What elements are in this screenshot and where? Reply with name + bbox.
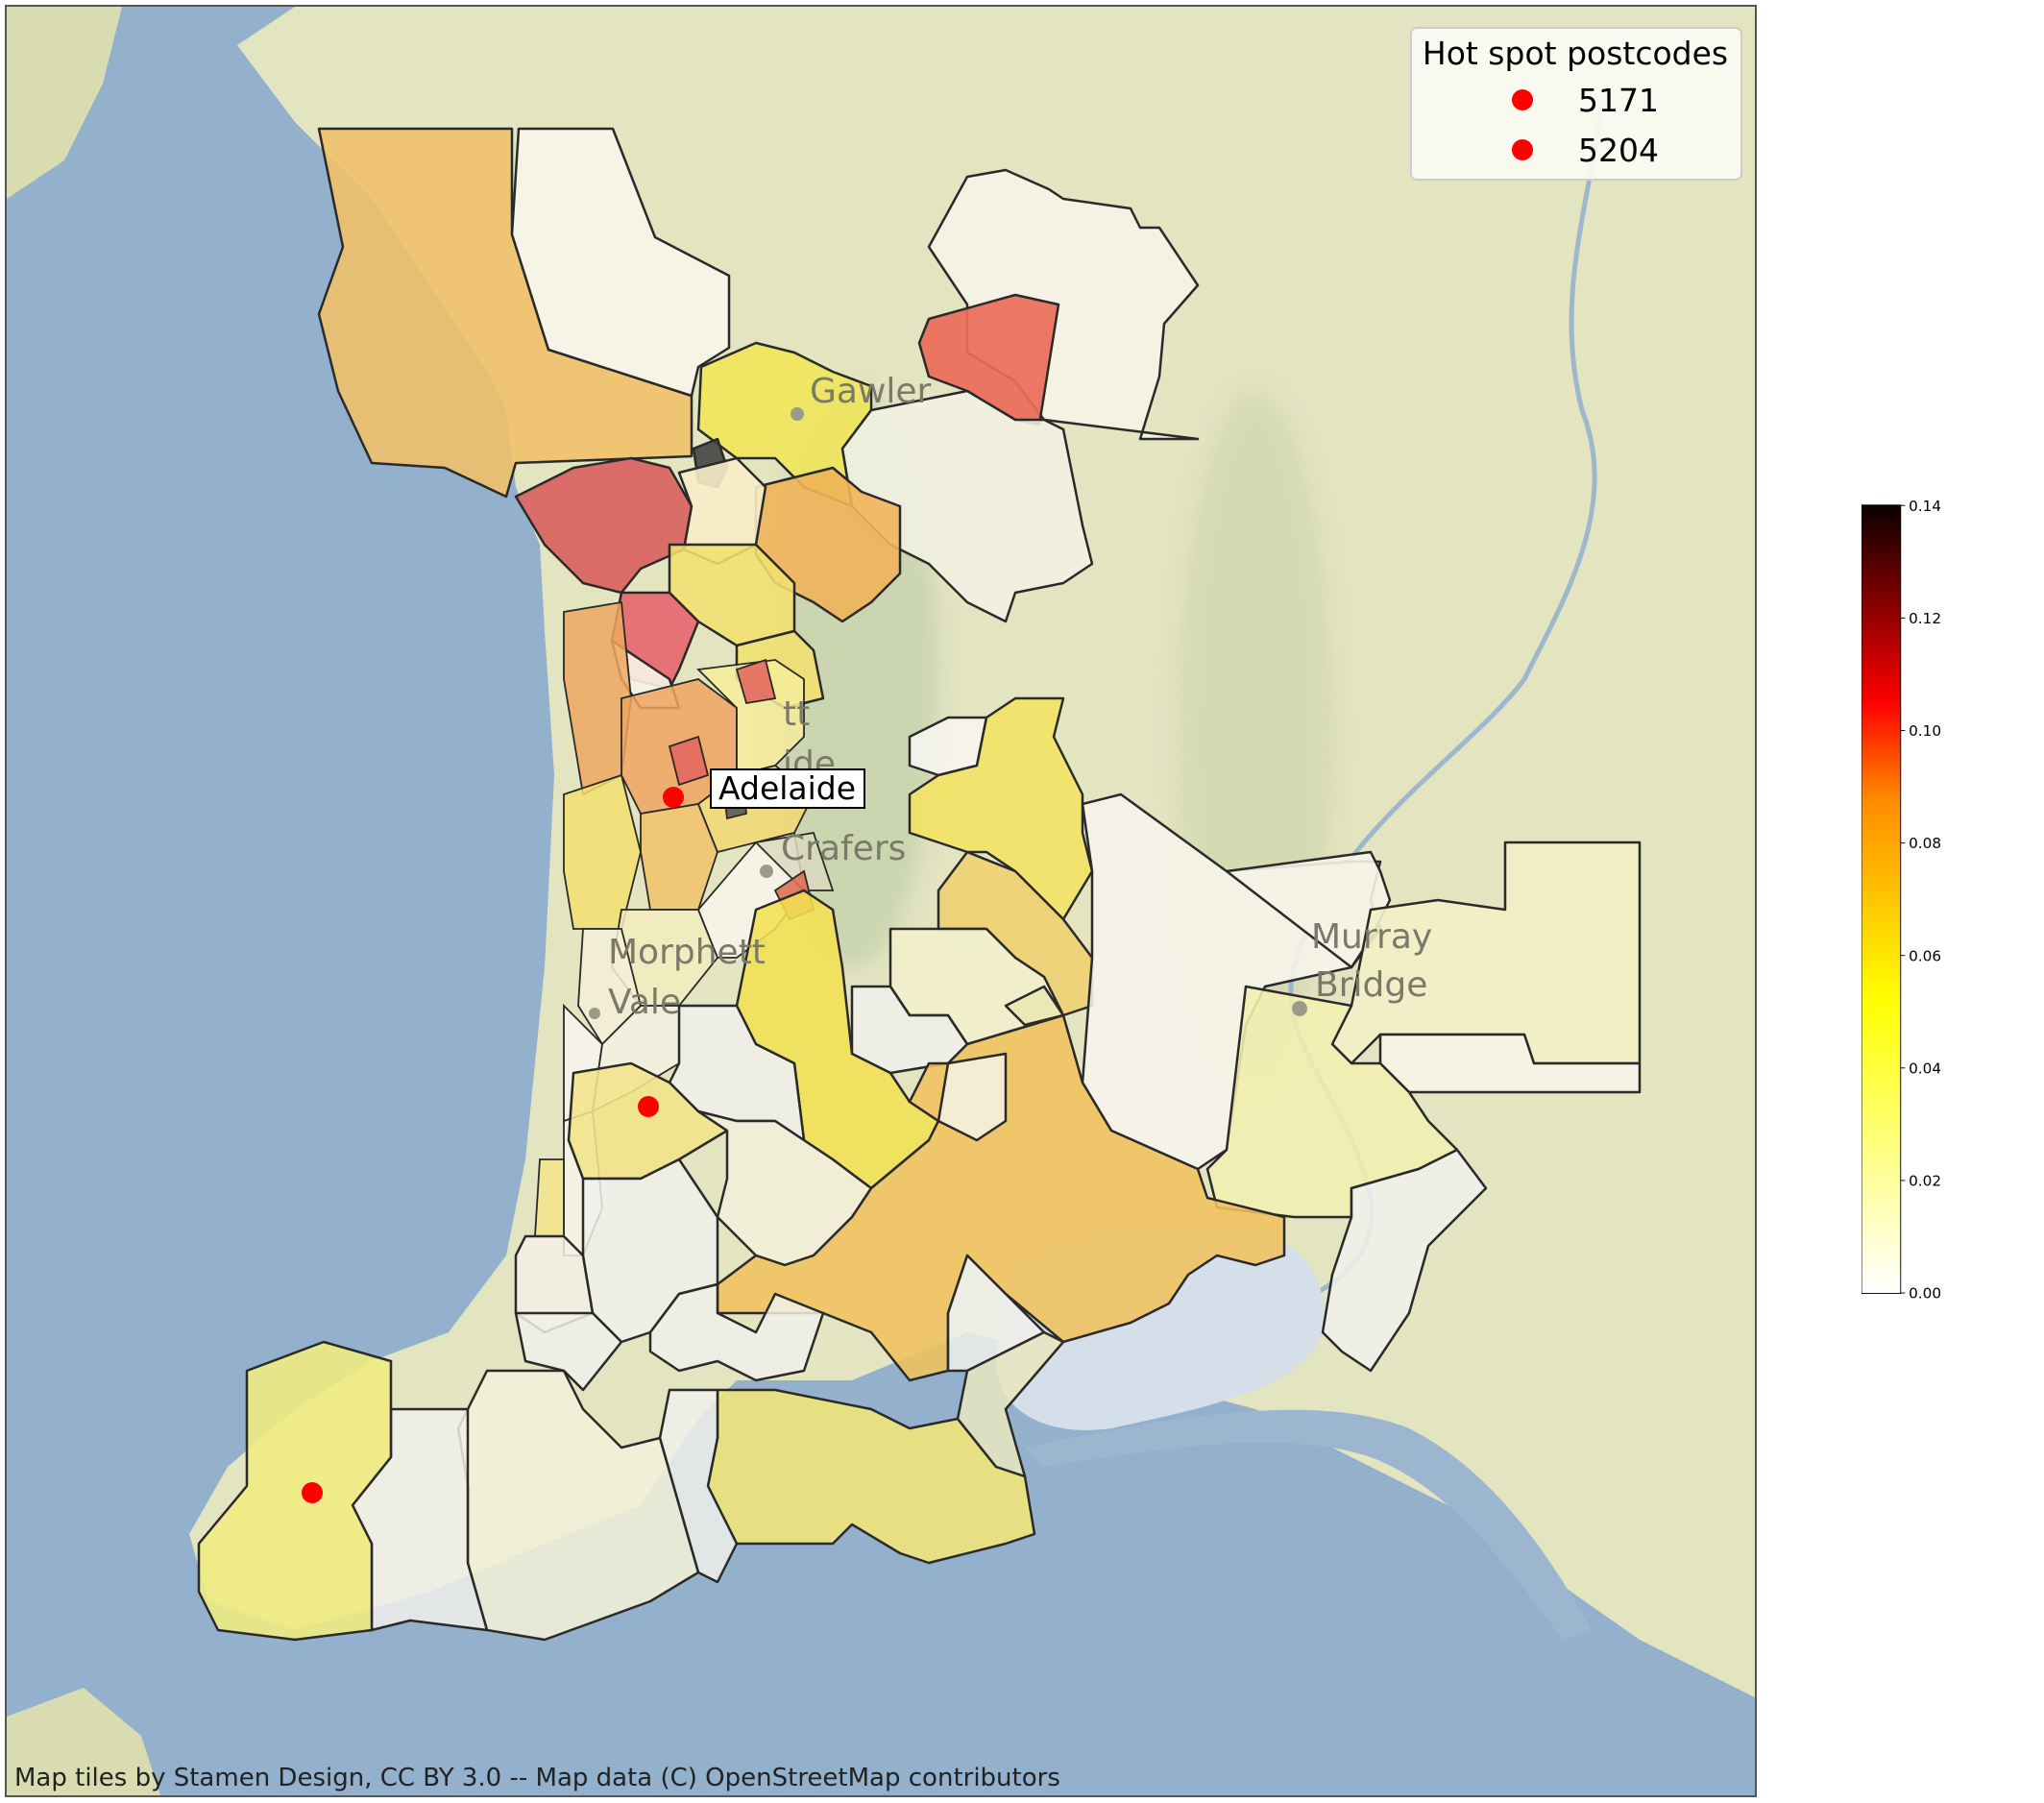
metro-area[interactable] — [754, 831, 835, 891]
metro-area[interactable] — [696, 659, 805, 777]
postcode-area[interactable] — [937, 1052, 1008, 1142]
adelaide-label-box — [710, 768, 865, 809]
hotspot-markers — [302, 787, 684, 1503]
place-gawler: Gawler — [810, 372, 932, 411]
colorbar-tick-label: 0.14 — [1909, 498, 1941, 515]
legend-marker — [1512, 89, 1533, 110]
place-murray-bridge-2: Bridge — [1315, 965, 1427, 1005]
postcode-area[interactable] — [510, 127, 731, 398]
place-morphett-vale-2: Vale — [608, 983, 681, 1022]
colorbar-tick-label: 0.00 — [1909, 1285, 1941, 1303]
postcode-area[interactable] — [956, 1330, 1065, 1478]
adelaide-label-text: Adelaide — [718, 769, 856, 807]
colorbar: 0.00 0.02 0.04 0.06 0.08 0.10 0.12 0.14 — [1862, 498, 1941, 1303]
coorong-lagoon — [1025, 1409, 1592, 1640]
hotspot-marker[interactable] — [663, 787, 684, 808]
town-dot — [760, 865, 773, 878]
postcode-area[interactable] — [567, 1061, 729, 1181]
legend-marker — [1512, 139, 1533, 160]
colorbar-tick-label: 0.10 — [1909, 722, 1941, 740]
town-dot — [589, 1008, 600, 1019]
legend: Hot spot postcodes 5171 5204 — [1410, 27, 1742, 181]
town-dot — [791, 407, 804, 421]
postcode-area[interactable] — [1225, 850, 1392, 969]
postcode-area[interactable] — [648, 1282, 825, 1382]
metro-area[interactable] — [668, 735, 710, 787]
postcode-polygons — [317, 127, 1200, 710]
postcode-polygons-south — [197, 696, 1642, 1642]
hotspot-marker[interactable] — [638, 1096, 659, 1117]
colorbar-tick-label: 0.08 — [1909, 835, 1941, 852]
map-svg: Gawler Crafers tt ide Morphett Vale Murr… — [7, 7, 1755, 1795]
metro-postcode-cluster — [534, 600, 835, 1256]
place-murray-bridge-1: Murray — [1311, 917, 1432, 957]
land-southwest-corner — [7, 1688, 160, 1795]
place-crafers: Crafers — [781, 829, 906, 868]
place-morphett-vale-1: Morphett — [608, 933, 766, 972]
land-west-cape — [7, 7, 122, 199]
colorbar-tick-label: 0.12 — [1909, 610, 1941, 627]
town-dot — [1292, 1001, 1307, 1016]
map-attribution: Map tiles by Stamen Design, CC BY 3.0 --… — [14, 1764, 1060, 1792]
postcode-area[interactable] — [197, 1340, 393, 1642]
postcode-area[interactable] — [908, 696, 1094, 921]
metro-area[interactable] — [735, 658, 777, 705]
postcode-area[interactable] — [1321, 1148, 1488, 1373]
postcode-area[interactable] — [514, 1311, 623, 1392]
map-canvas[interactable]: Gawler Crafers tt ide Morphett Vale Murr… — [5, 5, 1757, 1797]
metro-area[interactable] — [534, 1158, 565, 1237]
place-frag-elizabeth: tt — [783, 694, 810, 734]
colorbar-tick-label: 0.04 — [1909, 1060, 1941, 1077]
colorbar-tick-label: 0.02 — [1909, 1172, 1941, 1189]
colorbar-ticks: 0.00 0.02 0.04 0.06 0.08 0.10 0.12 0.14 — [1900, 498, 1941, 1303]
hotspot-marker[interactable] — [302, 1482, 323, 1503]
adelaide-label: Adelaide — [710, 768, 865, 809]
colorbar-tick-label: 0.06 — [1909, 947, 1941, 964]
colorbar-gradient — [1862, 504, 1902, 1294]
legend-label: 5204 — [1578, 132, 1659, 169]
legend-label: 5171 — [1578, 82, 1659, 119]
legend-box — [1410, 27, 1742, 181]
legend-title: Hot spot postcodes — [1423, 35, 1728, 72]
